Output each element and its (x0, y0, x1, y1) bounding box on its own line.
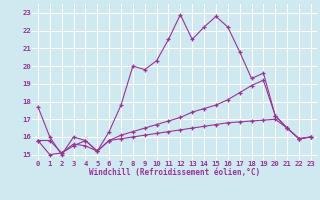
X-axis label: Windchill (Refroidissement éolien,°C): Windchill (Refroidissement éolien,°C) (89, 168, 260, 177)
